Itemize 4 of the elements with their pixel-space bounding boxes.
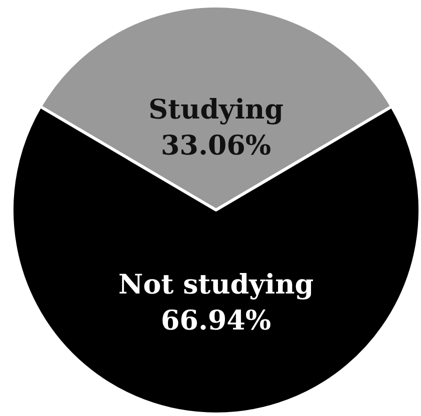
slice-label: Studying [148, 94, 284, 126]
data-label: 33.06% [160, 130, 272, 162]
slice-label: Not studying [118, 270, 314, 301]
data-label: 66.94% [160, 306, 272, 337]
